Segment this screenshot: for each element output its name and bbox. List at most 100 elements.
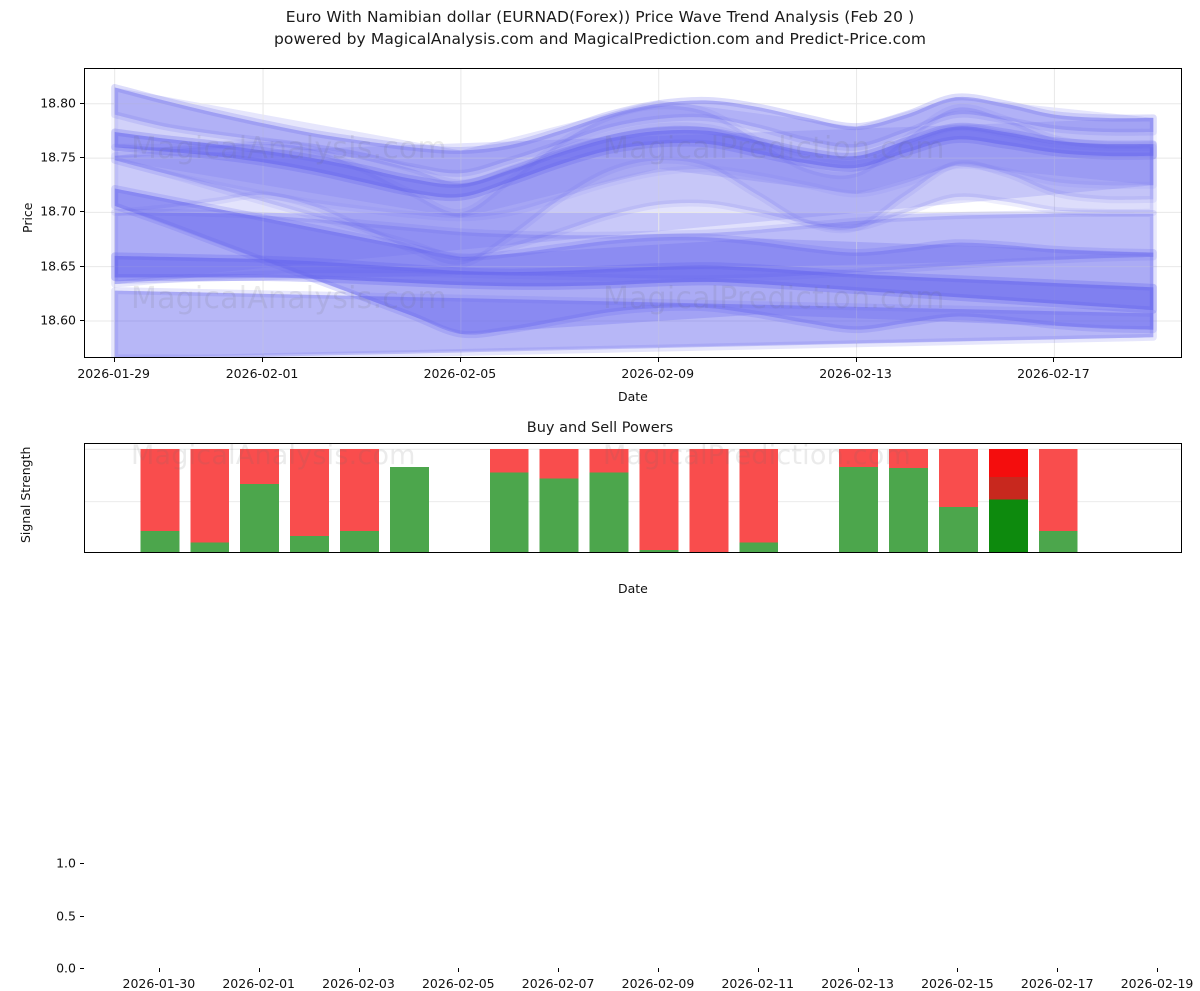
wave-band-band-fan-descend [111,184,1157,339]
bar-sell-segment[interactable] [839,449,879,468]
bar-sell-segment[interactable] [739,449,779,543]
price-wave-x-tickmark-1 [262,358,264,362]
wave-band-band-center-dark [111,252,1157,314]
bar-sell-segment[interactable] [938,449,978,507]
buy-sell-x-tick-8: 2026-02-15 [921,976,994,991]
bar-buy-segment[interactable] [589,472,629,553]
page-title: Euro With Namibian dollar (EURNAD(Forex)… [0,6,1200,50]
bar-sell-segment[interactable] [1038,449,1078,531]
bar-buy-segment[interactable] [889,468,928,553]
bar-buy-segment[interactable] [639,549,679,553]
price-wave-y-tickmark-4 [80,102,84,104]
bar-sell-segment[interactable] [889,449,928,469]
buy-sell-y-tickmark-2 [80,863,84,865]
wave-band-band-vshape-1 [111,102,1157,269]
wave-band-band-lower-wide [111,287,1157,357]
buy-sell-powers-panel: Buy and Sell Powers MagicalAnalysis.com … [0,415,1200,991]
buy-sell-x-tick-9: 2026-02-17 [1020,976,1094,991]
bar-sell-segment[interactable] [290,449,330,537]
bar-sell-segment[interactable] [689,449,729,553]
price-wave-y-tick-0: 18.60 [40,312,76,328]
price-wave-chart-panel: MagicalAnalysis.com MagicalPrediction.co… [0,0,1200,405]
buy-sell-x-tickmark-3 [458,968,460,972]
price-wave-y-tick-4: 18.80 [40,95,76,111]
price-wave-plot-area: MagicalAnalysis.com MagicalPrediction.co… [84,68,1182,358]
buy-sell-x-tickmark-0 [158,968,160,972]
buy-sell-x-tick-10: 2026-02-19 [1120,976,1194,991]
buy-sell-x-tick-0: 2026-01-30 [122,976,196,991]
bar-sell-segment[interactable] [240,449,280,484]
buy-sell-x-tickmark-4 [558,968,560,972]
price-wave-x-tick-2: 2026-02-05 [423,366,497,381]
buy-sell-y-tickmark-1 [80,915,84,917]
title-line-2: powered by MagicalAnalysis.com and Magic… [273,30,927,48]
price-wave-x-tick-1: 2026-02-01 [225,366,299,381]
price-wave-y-tickmark-3 [80,157,84,159]
buy-sell-y-tick-2: 1.0 [56,855,76,871]
bar-sell-segment[interactable] [589,449,629,473]
wave-fan-4 [114,87,1154,218]
price-wave-x-tickmark-0 [113,358,115,362]
price-wave-x-tickmark-3 [657,358,659,362]
buy-sell-y-tickmark-0 [80,968,84,969]
bar-sell-segment[interactable] [190,449,230,543]
buy-sell-x-tick-2: 2026-02-03 [322,976,395,991]
bar-buy-segment[interactable] [539,478,579,553]
buy-sell-x-tick-7: 2026-02-13 [821,976,894,991]
buy-sell-x-tick-6: 2026-02-11 [721,976,795,991]
price-wave-x-tickmark-5 [1053,358,1055,362]
wave-band-band-upper-core [111,122,1157,202]
buy-sell-x-tickmark-6 [757,968,759,972]
wave-band-band-wedge-descend [111,122,1157,262]
bar-sell-segment[interactable] [140,449,180,531]
price-wave-x-tick-5: 2026-02-17 [1017,366,1090,381]
buy-sell-x-tickmark-5 [657,968,659,972]
price-wave-x-tick-3: 2026-02-09 [621,366,695,381]
price-wave-y-tickmark-0 [80,319,84,321]
price-wave-x-axis-label: Date [618,389,648,404]
bar-buy-segment[interactable] [140,530,180,553]
bar-buy-segment[interactable] [1038,530,1078,553]
price-wave-y-tick-3: 18.75 [40,149,76,165]
bar-sell-segment[interactable] [539,449,579,479]
price-wave-y-tickmark-2 [80,211,84,213]
buy-sell-powers-title: Buy and Sell Powers [526,420,674,436]
wave-band-band-upper-outer [111,83,1157,222]
bar-buy-segment[interactable] [389,467,429,553]
price-wave-x-tick-4: 2026-02-13 [819,366,892,381]
bar-buy-segment[interactable] [240,483,280,553]
buy-sell-x-tickmark-7 [857,968,859,972]
wave-band-band-upper-mid [111,83,1157,177]
wave-fan-2 [114,290,1154,357]
bar-buy-segment[interactable] [340,530,379,553]
bar-sell-segment[interactable] [988,476,1028,500]
buy-sell-x-tick-1: 2026-02-01 [222,976,295,991]
buy-sell-x-tick-5: 2026-02-09 [621,976,695,991]
price-wave-y-axis-label: Price [20,202,35,234]
buy-sell-plot-area: MagicalAnalysis.com MagicalPrediction.co… [84,443,1182,553]
bar-buy-segment[interactable] [839,467,879,553]
bar-buy-segment[interactable] [190,542,230,553]
bar-buy-segment[interactable] [938,506,978,553]
buy-sell-x-axis-label: Date [618,581,648,596]
bar-buy-segment[interactable] [489,472,529,553]
bar-buy-segment[interactable] [988,499,1028,553]
bar-sell-segment[interactable] [639,449,679,550]
price-wave-y-tickmark-1 [80,265,84,267]
bar-sell-segment[interactable] [489,449,529,473]
buy-sell-y-axis-label: Signal Strength [18,446,33,543]
bar-sell-segment-bright[interactable] [988,449,1028,477]
buy-sell-bars[interactable] [85,444,1182,553]
buy-sell-x-tickmark-10 [1157,968,1159,972]
price-wave-y-tick-1: 18.65 [40,258,76,274]
price-wave-x-tickmark-2 [459,358,461,362]
price-wave-x-tick-0: 2026-01-29 [77,366,150,381]
bar-buy-segment[interactable] [290,536,330,553]
wave-fan-3 [114,188,1154,334]
buy-sell-x-tickmark-2 [358,968,360,972]
bar-sell-segment[interactable] [340,449,379,531]
buy-sell-x-tickmark-9 [1057,968,1059,972]
buy-sell-x-tickmark-1 [258,968,260,972]
bar-buy-segment[interactable] [739,542,779,553]
